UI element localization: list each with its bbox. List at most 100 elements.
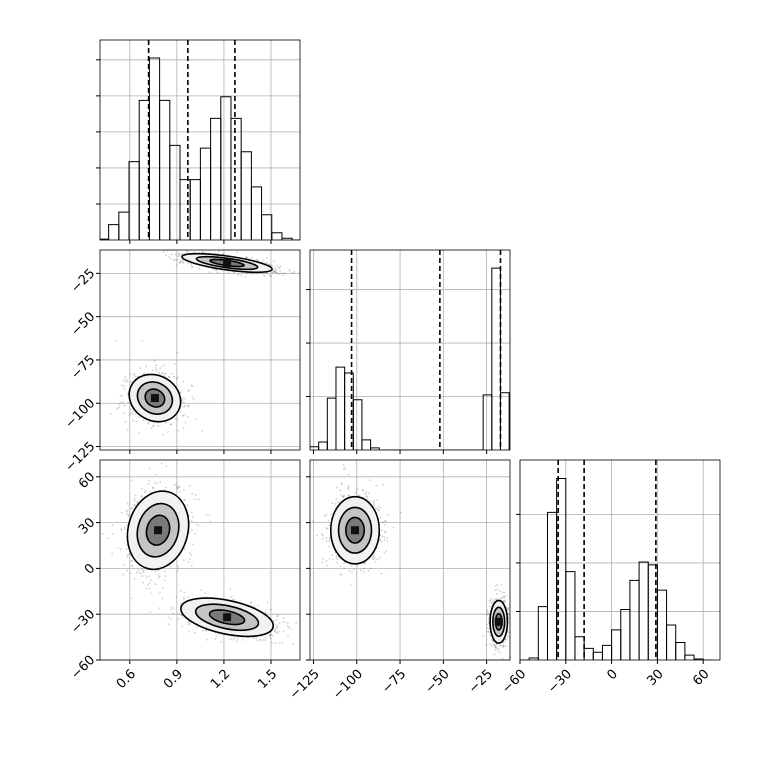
scatter-point [181, 397, 184, 400]
scatter-point [190, 265, 193, 268]
scatter-point [215, 635, 218, 638]
scatter-point [178, 486, 180, 488]
scatter-point [269, 274, 271, 277]
histogram-bin [250, 186, 263, 240]
scatter-point [147, 422, 150, 425]
scatter-point [135, 420, 138, 423]
scatter-point [289, 627, 291, 630]
scatter-point [321, 561, 324, 564]
scatter-point [175, 486, 178, 489]
scatter-point [129, 572, 132, 575]
scatter-point [383, 536, 386, 538]
scatter-point [374, 507, 377, 510]
scatter-point [142, 419, 145, 422]
scatter-point [123, 412, 125, 415]
scatter-point [122, 379, 125, 382]
scatter-point [149, 579, 152, 581]
scatter-point [111, 552, 114, 555]
scatter-point [340, 482, 343, 485]
scatter-point [173, 363, 176, 365]
scatter-point [142, 569, 145, 572]
scatter-point [489, 599, 492, 602]
scatter-point [384, 520, 386, 523]
scatter-point [500, 584, 503, 586]
scatter-point [157, 573, 160, 576]
scatter-point [363, 562, 366, 564]
scatter-point [162, 433, 165, 436]
scatter-point [500, 597, 503, 600]
scatter-point [191, 529, 193, 532]
scatter-point [488, 627, 490, 630]
scatter-point [188, 558, 191, 560]
scatter-point [222, 253, 225, 256]
scatter-point [172, 612, 175, 615]
scatter-point [342, 495, 345, 498]
scatter-point [273, 270, 276, 273]
scatter-point [138, 416, 140, 418]
scatter-point [328, 537, 331, 539]
scatter-point [375, 484, 378, 487]
scatter-point [195, 523, 198, 526]
scatter-point [374, 560, 377, 563]
scatter-point [168, 623, 171, 626]
scatter-point [183, 498, 186, 501]
frame [99, 249, 301, 451]
histogram-bin [118, 211, 130, 240]
scatter-point [251, 256, 253, 259]
scatter-point [158, 607, 161, 610]
scatter-point [126, 556, 129, 559]
scatter-point [504, 595, 507, 597]
scatter-point [325, 514, 328, 516]
scatter-point [187, 415, 189, 418]
scatter-point [146, 577, 149, 579]
panel: −125−100 −75 −50 −25 [287, 460, 510, 703]
scatter-point [339, 573, 342, 576]
scatter-point [340, 483, 343, 486]
scatter-point [150, 592, 152, 595]
scatter-point [485, 643, 487, 646]
x-tick-label: 0.9 [161, 667, 186, 692]
scatter-point [343, 567, 346, 570]
scatter-point [187, 596, 189, 599]
scatter-point [187, 404, 190, 407]
histogram-bin [220, 96, 232, 240]
scatter-point [128, 515, 130, 517]
scatter-point [485, 623, 488, 626]
scatter-point [206, 638, 208, 641]
scatter-point [158, 576, 160, 579]
scatter-point [342, 561, 345, 564]
scatter-point [183, 547, 186, 550]
scatter-point [326, 527, 329, 530]
scatter-point [359, 569, 362, 572]
scatter-point [181, 253, 184, 255]
scatter-point [228, 588, 231, 591]
scatter-point [502, 600, 505, 603]
scatter-point [369, 567, 372, 570]
x-tick-label: 1.2 [208, 667, 233, 692]
histogram-bin [601, 644, 613, 660]
scatter-point [183, 404, 186, 407]
scatter-point [155, 473, 158, 476]
scatter-point [507, 609, 509, 612]
scatter-point [155, 482, 158, 484]
scatter-point [123, 384, 125, 387]
panel [96, 40, 300, 244]
scatter-point [295, 622, 297, 624]
scatter-point [175, 264, 178, 267]
scatter-point [182, 401, 185, 404]
scatter-point [135, 571, 138, 574]
scatter-point [194, 533, 197, 535]
scatter-point [486, 609, 488, 612]
scatter-point [177, 565, 179, 567]
scatter-point [373, 557, 376, 559]
scatter-point [335, 486, 338, 489]
scatter-point [507, 607, 510, 610]
scatter-point [126, 509, 129, 512]
scatter-point [386, 536, 388, 539]
scatter-point [205, 514, 208, 516]
scatter-point [322, 558, 324, 560]
scatter-point [364, 495, 367, 498]
scatter-point [495, 646, 497, 648]
scatter-point [339, 565, 342, 568]
scatter-point [183, 397, 186, 400]
